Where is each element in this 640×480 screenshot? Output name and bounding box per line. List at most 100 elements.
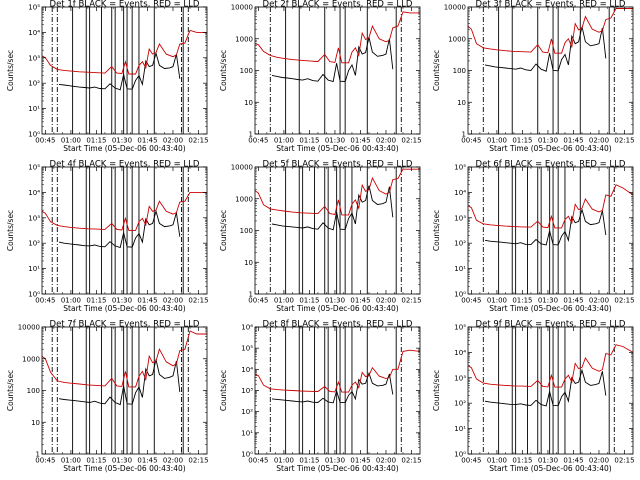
- panel-det-8: Det 8f BLACK = Events, RED = LLD 10⁰ 10¹ 10…: [219, 320, 422, 474]
- plot-frame: [254, 6, 421, 135]
- lld-series-line: [255, 168, 420, 216]
- x-tick-label: 01:15: [512, 297, 532, 305]
- y-axis-label: Counts/sec: [6, 210, 15, 251]
- panel-det-9: Det 9f BLACK = Events, RED = LLD 10⁰ 10¹ 10…: [432, 320, 635, 474]
- x-tick-label: 02:15: [614, 457, 634, 465]
- plot-frame: [254, 166, 421, 295]
- x-tick-label: 01:30: [538, 297, 558, 305]
- x-axis-label: Start Time (05-Dec-06 00:43:40): [63, 144, 185, 153]
- y-tick-label: 10¹: [28, 265, 40, 273]
- marker-lines: [269, 7, 402, 134]
- events-series-line: [271, 37, 394, 83]
- marker-lines: [269, 167, 402, 294]
- y-tick-label: 1: [249, 131, 253, 139]
- data-series: [42, 29, 207, 91]
- x-tick-label: 01:00: [487, 137, 507, 145]
- lld-series-line: [468, 344, 633, 388]
- x-tick-label: 01:15: [512, 137, 532, 145]
- x-tick-label: 01:00: [274, 457, 294, 465]
- panel-det-1: Det 1f BLACK = Events, RED = LLD 10⁰ 10¹ 10…: [6, 0, 209, 153]
- events-series-line: [484, 26, 607, 72]
- events-series-line: [58, 209, 181, 249]
- x-tick-label: 01:30: [325, 137, 345, 145]
- x-tick-label: 01:45: [563, 137, 583, 145]
- x-tick-label: 00:45: [35, 297, 55, 305]
- panel-title: Det 3f BLACK = Events, RED = LLD: [476, 0, 626, 10]
- x-tick-label: 00:45: [248, 137, 268, 145]
- data-series: [42, 191, 207, 249]
- y-tick-label: 10⁵: [454, 164, 466, 172]
- y-tick-label: 10000: [231, 164, 253, 172]
- x-tick-label: 01:15: [86, 297, 106, 305]
- y-tick-label: 1000: [22, 355, 40, 363]
- x-tick-label: 00:45: [35, 137, 55, 145]
- marker-lines: [482, 7, 615, 134]
- y-tick-label: 10: [244, 99, 253, 107]
- marker-lines: [482, 167, 615, 294]
- y-tick-label: 10⁴: [28, 189, 40, 197]
- x-tick-label: 02:15: [188, 297, 208, 305]
- panel-det-3: Det 3f BLACK = Events, RED = LLD 1 10 100 10…: [432, 0, 635, 153]
- x-tick-label: 00:45: [461, 297, 481, 305]
- x-tick-label: 01:30: [538, 137, 558, 145]
- data-series: [255, 11, 420, 83]
- y-tick-label: 10²: [454, 400, 466, 408]
- y-axis-label: Counts/sec: [219, 210, 228, 251]
- panel-title: Det 4f BLACK = Events, RED = LLD: [50, 160, 200, 170]
- x-tick-label: 02:00: [589, 297, 609, 305]
- x-tick-label: 02:15: [614, 137, 634, 145]
- y-tick-label: 10⁰: [454, 291, 466, 299]
- x-tick-label: 02:00: [376, 457, 396, 465]
- y-tick-label: 10³: [454, 214, 466, 222]
- x-tick-label: 02:00: [589, 457, 609, 465]
- panel-title: Det 9f BLACK = Events, RED = LLD: [476, 320, 626, 330]
- x-axis-label: Start Time (05-Dec-06 00:43:40): [63, 464, 185, 473]
- x-tick-label: 01:45: [350, 457, 370, 465]
- y-tick-label: 100: [453, 67, 466, 75]
- y-axis-label: Counts/sec: [219, 370, 228, 411]
- marker-lines: [269, 327, 402, 454]
- panel-title: Det 5f BLACK = Events, RED = LLD: [263, 160, 413, 170]
- data-series: [255, 168, 420, 231]
- x-tick-label: 01:30: [112, 297, 132, 305]
- y-axis-label: Counts/sec: [6, 370, 15, 411]
- x-tick-label: 02:00: [163, 457, 183, 465]
- events-series-line: [271, 371, 394, 404]
- x-tick-label: 02:15: [401, 297, 421, 305]
- x-tick-label: 01:00: [487, 457, 507, 465]
- x-tick-label: 01:30: [325, 297, 345, 305]
- events-series-line: [484, 368, 607, 407]
- y-axis-label: Counts/sec: [432, 210, 441, 251]
- y-tick-label: 100: [240, 67, 253, 75]
- events-series-line: [271, 185, 394, 231]
- x-tick-label: 01:15: [86, 457, 106, 465]
- x-tick-label: 02:15: [188, 137, 208, 145]
- x-tick-label: 01:00: [61, 297, 81, 305]
- x-tick-label: 02:00: [163, 297, 183, 305]
- y-tick-label: 10²: [454, 240, 466, 248]
- y-axis-label: Counts/sec: [219, 50, 228, 91]
- x-tick-label: 01:45: [137, 137, 157, 145]
- panel-title: Det 7f BLACK = Events, RED = LLD: [50, 320, 200, 330]
- x-tick-label: 00:45: [461, 457, 481, 465]
- y-tick-label: 10⁰: [241, 451, 253, 459]
- marker-lines: [51, 167, 189, 294]
- y-tick-label: 10³: [28, 54, 40, 62]
- panel-det-7: Det 7f BLACK = Events, RED = LLD 1 10 100 10…: [6, 320, 209, 474]
- x-axis-label: Start Time (05-Dec-06 00:43:40): [276, 304, 398, 313]
- y-tick-label: 10³: [28, 214, 40, 222]
- y-tick-label: 10⁴: [28, 29, 40, 37]
- x-tick-label: 01:15: [299, 297, 319, 305]
- y-tick-label: 1000: [448, 35, 466, 43]
- y-tick-label: 1000: [235, 35, 253, 43]
- events-series-line: [58, 51, 181, 91]
- y-tick-label: 10⁴: [454, 189, 466, 197]
- y-tick-label: 10⁰: [454, 451, 466, 459]
- marker-lines: [51, 327, 189, 454]
- lld-series-line: [42, 29, 207, 75]
- x-tick-label: 00:45: [461, 137, 481, 145]
- x-tick-label: 01:45: [137, 457, 157, 465]
- x-axis-label: Start Time (05-Dec-06 00:43:40): [276, 144, 398, 153]
- x-tick-label: 01:00: [274, 137, 294, 145]
